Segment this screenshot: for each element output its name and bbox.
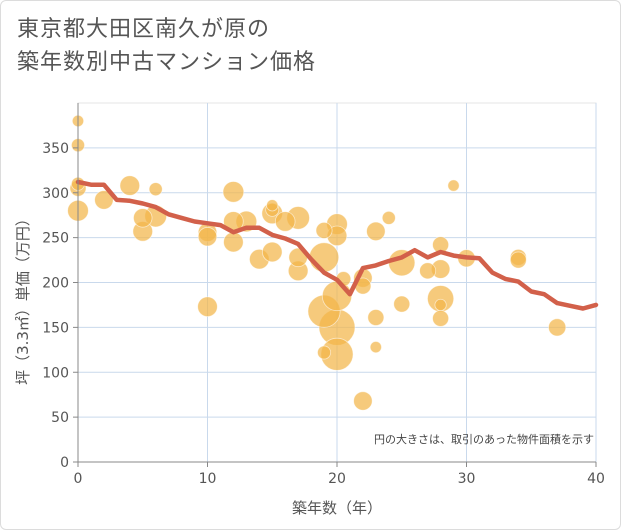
axes	[73, 103, 597, 467]
y-tick-label: 50	[51, 410, 69, 426]
bubble-point	[119, 175, 141, 196]
x-axis-label: 築年数（年）	[292, 499, 382, 517]
trend-line	[75, 179, 599, 311]
bubble-point	[393, 295, 411, 313]
bubble-point	[367, 309, 385, 326]
y-tick-label: 200	[42, 276, 69, 292]
bubble-point	[261, 241, 283, 263]
x-tick-label: 10	[199, 471, 217, 487]
y-axis-label: 坪（3.3㎡）単価（万円）	[14, 211, 32, 385]
bubble-point	[432, 309, 450, 327]
y-tick-label: 100	[42, 365, 69, 381]
y-tick-label: 350	[42, 141, 69, 157]
x-tick-label: 40	[587, 471, 605, 487]
bubble-point	[308, 242, 340, 273]
trend-series	[75, 179, 599, 311]
bubble-point	[381, 210, 396, 225]
tick-labels: 0 10 20 30 40 0 50 100 150 200 250 300 350	[42, 141, 605, 487]
bubble-point	[548, 318, 567, 337]
bubble-point	[274, 211, 296, 232]
bubble-point	[315, 221, 333, 239]
x-tick-label: 20	[328, 471, 346, 487]
y-tick-label: 150	[42, 320, 69, 336]
bubble-point	[197, 296, 218, 317]
size-note: 円の大きさは、取引のあった物件面積を示す	[374, 432, 594, 446]
chart-title-line2: 築年数別中古マンション価格	[17, 50, 317, 75]
bubble-point	[94, 190, 114, 210]
y-tick-label: 0	[60, 455, 69, 471]
bubble-point	[369, 341, 382, 354]
chart-title: 東京都大田区南久が原の 築年数別中古マンション価格	[17, 13, 316, 79]
bubble-point	[197, 227, 218, 247]
x-tick-label: 0	[74, 471, 83, 487]
bubble-point	[133, 208, 153, 228]
x-tick-label: 30	[458, 471, 476, 487]
bubble-point	[447, 179, 460, 192]
y-tick-label: 300	[42, 186, 69, 202]
y-tick-label: 250	[42, 231, 69, 247]
bubble-point	[419, 262, 437, 280]
bubble-series	[67, 114, 567, 411]
bubble-point	[353, 391, 373, 411]
bubble-point	[223, 231, 244, 253]
bubble-point	[317, 345, 332, 360]
chart-title-line1: 東京都大田区南久が原の	[17, 17, 271, 42]
bubble-point	[366, 221, 386, 242]
bubble-point	[148, 182, 163, 197]
bubble-point	[266, 199, 279, 212]
bubble-point	[509, 251, 527, 269]
bubble-point	[222, 181, 245, 203]
bubble-point	[434, 298, 447, 312]
bubble-point	[321, 280, 353, 312]
